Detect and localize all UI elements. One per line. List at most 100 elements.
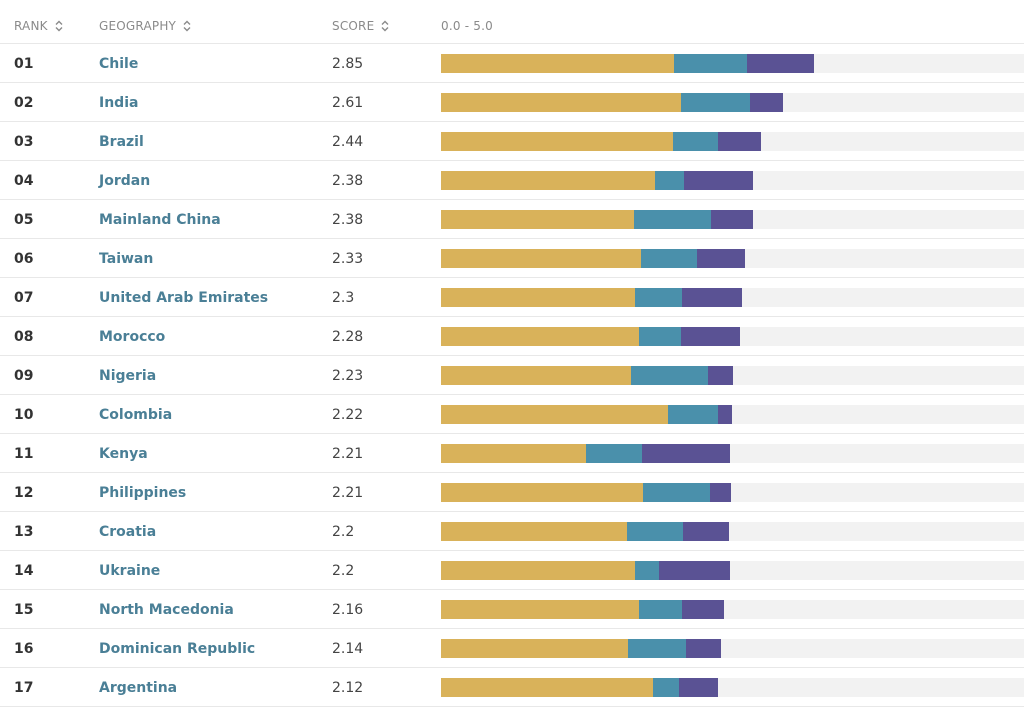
score-value: 2.33 <box>332 251 364 267</box>
table-row: 16 Dominican Republic 2.14 <box>0 629 1024 668</box>
rank-value: 04 <box>14 173 34 189</box>
rank-value: 12 <box>14 485 34 501</box>
table-row: 10 Colombia 2.22 <box>0 395 1024 434</box>
score-bar-segment-2 <box>628 639 686 658</box>
score-value: 2.23 <box>332 368 364 384</box>
score-bar <box>441 483 1024 502</box>
table-row: 02 India 2.61 <box>0 83 1024 122</box>
geography-column-header[interactable]: GEOGRAPHY <box>99 19 192 33</box>
table-row: 07 United Arab Emirates 2.3 <box>0 278 1024 317</box>
geography-link[interactable]: Kenya <box>99 446 148 462</box>
score-bar-segment-2 <box>674 54 747 73</box>
score-bar-segment-2 <box>639 327 681 346</box>
score-value: 2.12 <box>332 680 364 696</box>
score-bar <box>441 444 1024 463</box>
rank-value: 09 <box>14 368 34 384</box>
rank-value: 16 <box>14 641 34 657</box>
score-bar-segment-2 <box>635 288 682 307</box>
score-bar-segment-1 <box>441 483 643 502</box>
sort-icon <box>381 20 389 32</box>
score-value: 2.61 <box>332 95 364 111</box>
score-bar-segment-2 <box>681 93 750 112</box>
score-bar <box>441 522 1024 541</box>
table-row: 15 North Macedonia 2.16 <box>0 590 1024 629</box>
rank-column-header[interactable]: RANK <box>14 19 64 33</box>
score-bar <box>441 210 1024 229</box>
score-bar-segment-3 <box>711 210 753 229</box>
score-value: 2.3 <box>332 290 355 306</box>
table-header: RANK GEOGRAPHY SCORE 0.0 - 5.0 <box>0 0 1024 44</box>
score-bar-segment-1 <box>441 366 631 385</box>
score-bar-segment-2 <box>634 210 711 229</box>
score-bar-segment-1 <box>441 639 628 658</box>
score-bar-segment-2 <box>635 561 659 580</box>
score-bar <box>441 600 1024 619</box>
score-value: 2.2 <box>332 563 355 579</box>
geography-link[interactable]: Jordan <box>99 173 151 189</box>
table-row: 17 Argentina 2.12 <box>0 668 1024 707</box>
table-row: 08 Morocco 2.28 <box>0 317 1024 356</box>
geography-link[interactable]: Mainland China <box>99 212 221 228</box>
geography-link[interactable]: Taiwan <box>99 251 154 267</box>
table-body: 01 Chile 2.85 02 India 2.61 03 Brazil 2.44 04 Jord… <box>0 44 1024 707</box>
geography-link[interactable]: Philippines <box>99 485 187 501</box>
score-bar-segment-3 <box>747 54 814 73</box>
table-row: 06 Taiwan 2.33 <box>0 239 1024 278</box>
score-bar <box>441 54 1024 73</box>
sort-icon <box>183 20 191 32</box>
score-bar-segment-2 <box>639 600 682 619</box>
score-bar-segment-3 <box>710 483 731 502</box>
geography-link[interactable]: United Arab Emirates <box>99 290 269 306</box>
table-row: 12 Philippines 2.21 <box>0 473 1024 512</box>
geography-link[interactable]: Morocco <box>99 329 166 345</box>
score-bar-segment-3 <box>718 132 761 151</box>
geography-link[interactable]: Argentina <box>99 680 178 696</box>
table-row: 05 Mainland China 2.38 <box>0 200 1024 239</box>
geography-link[interactable]: Colombia <box>99 407 173 423</box>
score-bar <box>441 327 1024 346</box>
geography-link[interactable]: Chile <box>99 56 139 72</box>
score-bar-segment-3 <box>679 678 718 697</box>
score-value: 2.38 <box>332 173 364 189</box>
score-value: 2.38 <box>332 212 364 228</box>
geography-link[interactable]: Ukraine <box>99 563 161 579</box>
score-bar-segment-3 <box>684 171 753 190</box>
sort-icon <box>55 20 63 32</box>
table-row: 11 Kenya 2.21 <box>0 434 1024 473</box>
score-bar-segment-2 <box>631 366 708 385</box>
score-bar <box>441 639 1024 658</box>
score-bar-segment-2 <box>668 405 718 424</box>
score-bar-segment-1 <box>441 249 641 268</box>
score-value: 2.2 <box>332 524 355 540</box>
score-bar-segment-2 <box>673 132 718 151</box>
score-value: 2.21 <box>332 485 364 501</box>
rank-value: 05 <box>14 212 34 228</box>
geography-link[interactable]: Dominican Republic <box>99 641 256 657</box>
rank-value: 11 <box>14 446 34 462</box>
score-bar-segment-1 <box>441 327 639 346</box>
score-value: 2.44 <box>332 134 364 150</box>
score-bar <box>441 366 1024 385</box>
score-bar-segment-3 <box>686 639 721 658</box>
score-bar-segment-3 <box>681 327 740 346</box>
table-row: 04 Jordan 2.38 <box>0 161 1024 200</box>
score-column-header[interactable]: SCORE <box>332 19 390 33</box>
geography-link[interactable]: Brazil <box>99 134 144 150</box>
geography-link[interactable]: Nigeria <box>99 368 157 384</box>
score-value: 2.28 <box>332 329 364 345</box>
geography-link[interactable]: North Macedonia <box>99 602 234 618</box>
score-bar <box>441 132 1024 151</box>
score-bar-segment-2 <box>627 522 683 541</box>
score-bar <box>441 678 1024 697</box>
score-bar-segment-1 <box>441 171 655 190</box>
geography-link[interactable]: Croatia <box>99 524 157 540</box>
geography-link[interactable]: India <box>99 95 139 111</box>
rank-value: 17 <box>14 680 34 696</box>
score-bar-segment-3 <box>718 405 732 424</box>
score-bar-segment-1 <box>441 522 627 541</box>
score-bar-segment-1 <box>441 288 635 307</box>
score-bar-segment-1 <box>441 132 673 151</box>
rank-value: 07 <box>14 290 34 306</box>
scale-range-header: 0.0 - 5.0 <box>441 19 493 33</box>
